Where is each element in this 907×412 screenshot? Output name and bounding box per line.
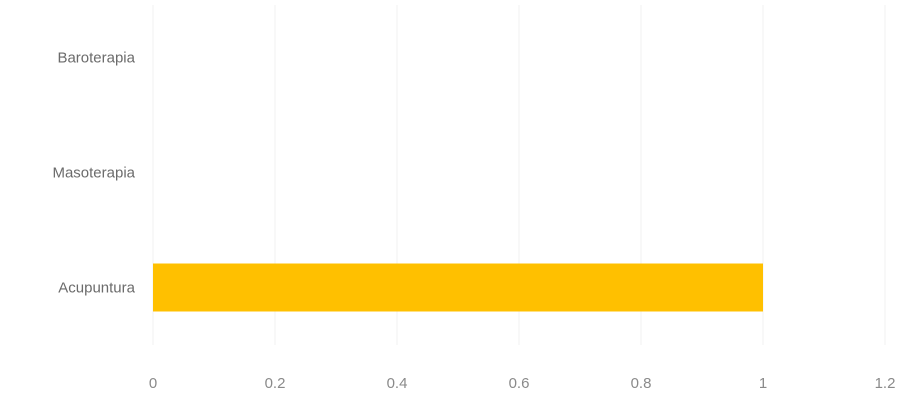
bars	[153, 263, 763, 312]
category-label-baroterapia: Baroterapia	[57, 50, 135, 67]
x-tick-labels: 0 0.2 0.4 0.6 0.8 1 1.2	[149, 375, 896, 392]
x-tick-label: 0.6	[509, 375, 530, 392]
x-tick-label: 0.2	[265, 375, 286, 392]
category-label-acupuntura: Acupuntura	[58, 280, 135, 297]
bar-acupuntura	[153, 263, 763, 312]
x-tick-label: 0	[149, 375, 157, 392]
x-tick-label: 1	[759, 375, 767, 392]
category-label-masoterapia: Masoterapia	[52, 165, 135, 182]
x-tick-label: 0.8	[631, 375, 652, 392]
x-tick-label: 1.2	[875, 375, 896, 392]
gridlines	[152, 5, 886, 345]
category-labels: Acupuntura Masoterapia Baroterapia	[52, 50, 135, 297]
x-tick-label: 0.4	[387, 375, 408, 392]
